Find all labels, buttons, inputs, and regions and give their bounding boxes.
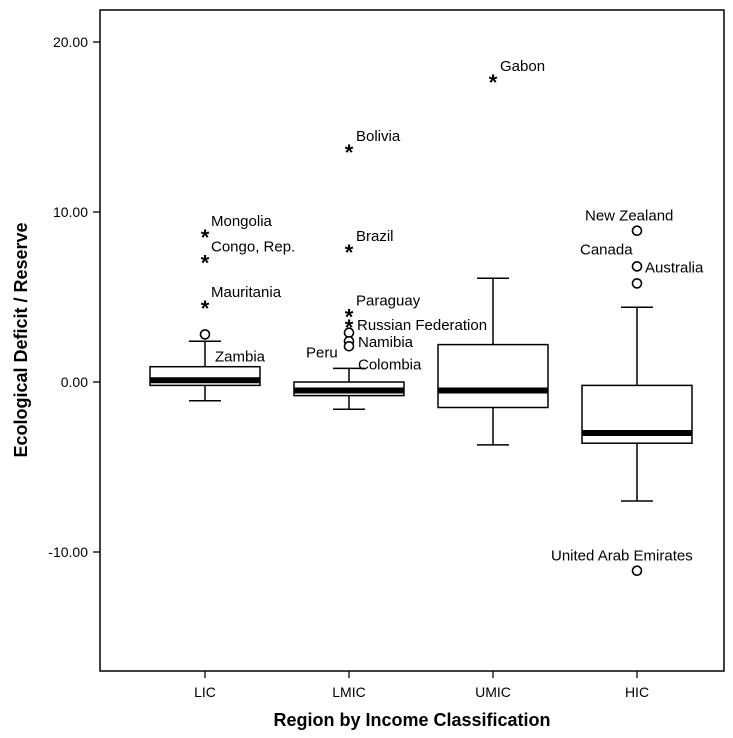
- x-tick-label: LMIC: [332, 684, 365, 700]
- outlier-label: Congo, Rep.: [211, 238, 295, 255]
- outlier-label: Australia: [645, 259, 704, 276]
- outlier-label: New Zealand: [585, 208, 673, 225]
- outlier-label: Mongolia: [211, 213, 273, 230]
- outlier-label: Bolivia: [356, 128, 401, 145]
- box-group: [150, 278, 692, 501]
- outlier-star: *: [345, 240, 354, 265]
- outlier-circle: [633, 566, 642, 575]
- outlier-circle: [633, 262, 642, 271]
- outlier-label: Zambia: [215, 348, 266, 365]
- y-tick-label: 10.00: [53, 204, 88, 220]
- outlier-circle: [345, 328, 354, 337]
- outlier-circle: [633, 279, 642, 288]
- y-axis: -10.00 0.00 10.00 20.00: [48, 34, 100, 560]
- outlier-label: Russian Federation: [357, 317, 487, 334]
- outlier-label: United Arab Emirates: [551, 548, 693, 565]
- y-tick-label: -10.00: [48, 544, 88, 560]
- box-lmic: [294, 368, 404, 409]
- outlier-label: Namibia: [358, 334, 414, 351]
- x-axis-title: Region by Income Classification: [273, 710, 550, 730]
- x-tick-label: HIC: [625, 684, 649, 700]
- outlier-star: *: [201, 250, 210, 275]
- outlier-group: *Mongolia*Congo, Rep.*MauritaniaZambia*B…: [201, 58, 705, 575]
- outlier-star: *: [201, 296, 210, 321]
- outlier-label: Canada: [580, 241, 633, 258]
- outlier-circle: [345, 342, 354, 351]
- x-axis: LIC LMIC UMIC HIC: [194, 671, 649, 700]
- outlier-label: Colombia: [358, 356, 422, 373]
- box-umic: [438, 278, 548, 445]
- y-tick-label: 20.00: [53, 34, 88, 50]
- outlier-label: Brazil: [356, 228, 394, 245]
- outlier-label: Peru: [306, 345, 338, 362]
- outlier-label: Paraguay: [356, 293, 421, 310]
- outlier-star: *: [489, 70, 498, 95]
- outlier-label: Mauritania: [211, 284, 282, 301]
- x-tick-label: UMIC: [475, 684, 511, 700]
- outlier-circle: [201, 330, 210, 339]
- outlier-star: *: [201, 225, 210, 250]
- y-tick-label: 0.00: [61, 374, 88, 390]
- y-axis-title: Ecological Deficit / Reserve: [11, 222, 31, 457]
- x-tick-label: LIC: [194, 684, 216, 700]
- iqr-box: [438, 345, 548, 408]
- outlier-label: Gabon: [500, 58, 545, 75]
- outlier-circle: [633, 226, 642, 235]
- outlier-star: *: [345, 140, 354, 165]
- box-hic: [582, 307, 692, 501]
